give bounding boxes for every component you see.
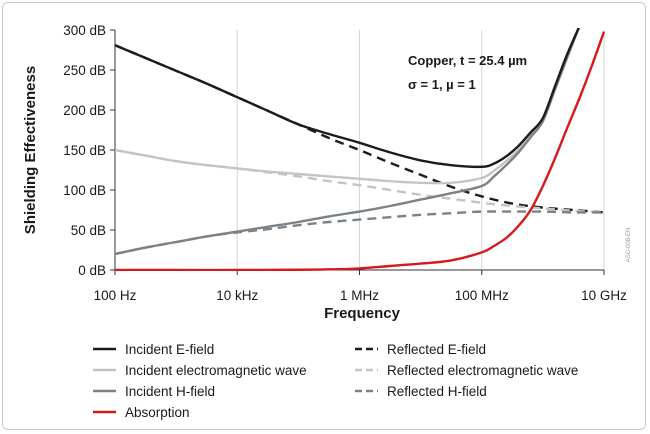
series-lines [115, 28, 605, 271]
x-tick-label: 1 MHz [340, 288, 379, 303]
tick-labels: 0 dB 50 dB 100 dB 150 dB 200 dB 250 dB 300 dB 1… [63, 23, 627, 303]
legend-label: Incident E-field [125, 342, 214, 357]
legend-item-reflected-h-field: Reflected H-field [355, 384, 487, 399]
y-tick-label: 0 dB [78, 263, 106, 278]
x-tick-label: 100 MHz [455, 288, 509, 303]
x-axis-title: Frequency [324, 305, 401, 322]
legend-item-incident-h-field: Incident H-field [93, 384, 215, 399]
series-line-incident-h-field [115, 28, 581, 256]
y-tick-label: 50 dB [71, 223, 106, 238]
y-tick-label: 150 dB [63, 143, 106, 158]
legend-item-absorption: Absorption [93, 405, 190, 420]
grid-lines [236, 30, 605, 270]
y-tick-label: 200 dB [63, 103, 106, 118]
legend-item-reflected-e-field: Reflected E-field [355, 342, 486, 357]
series-line-absorption [115, 31, 605, 271]
axes [110, 29, 605, 275]
legend-label: Incident H-field [125, 384, 215, 399]
legend-item-incident-electromagnetic-wave: Incident electromagnetic wave [93, 363, 307, 378]
series-line-reflected-e-field [115, 44, 605, 214]
legend-label: Incident electromagnetic wave [125, 363, 307, 378]
legend-label: Reflected electromagnetic wave [387, 363, 578, 378]
legend-item-incident-e-field: Incident E-field [93, 342, 214, 357]
chart-frame [2, 2, 646, 430]
series-line-reflected-h-field [115, 210, 605, 256]
legend: Incident E-field Reflected E-field Inciden… [93, 342, 578, 420]
side-code-label: ASC-008-EN [626, 228, 632, 263]
legend-label: Reflected E-field [387, 342, 486, 357]
annotation-material: Copper, t = 25.4 µm [408, 53, 527, 68]
legend-item-reflected-electromagnetic-wave: Reflected electromagnetic wave [355, 363, 578, 378]
series-line-incident-e-field [115, 28, 580, 169]
x-tick-label: 100 Hz [94, 288, 137, 303]
x-tick-label: 10 GHz [581, 288, 627, 303]
series-line-incident-electromagnetic-wave [115, 28, 581, 185]
legend-label: Absorption [125, 405, 190, 420]
y-tick-label: 100 dB [63, 183, 106, 198]
y-axis-title: Shielding Effectiveness [22, 66, 39, 234]
y-tick-label: 250 dB [63, 63, 106, 78]
annotation-properties: σ = 1, µ = 1 [408, 77, 476, 92]
y-tick-label: 300 dB [63, 23, 106, 38]
x-tick-label: 10 kHz [216, 288, 258, 303]
legend-label: Reflected H-field [387, 384, 487, 399]
